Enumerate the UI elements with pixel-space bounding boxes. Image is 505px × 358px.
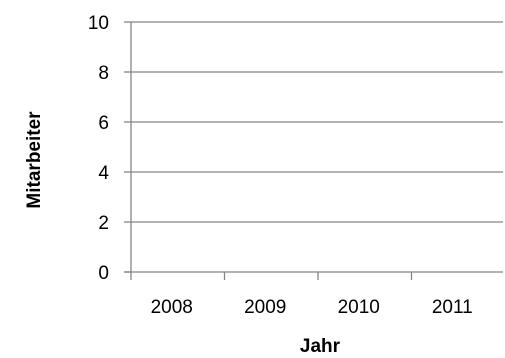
y-tick-label: 8 bbox=[98, 63, 109, 84]
x-axis-ticks: 2008 2009 2010 2011 bbox=[130, 272, 473, 318]
gridlines bbox=[131, 21, 503, 223]
y-tick-label: 10 bbox=[88, 13, 109, 34]
x-axis-title: Jahr bbox=[300, 336, 341, 357]
x-tick-label: 2009 bbox=[244, 297, 286, 318]
x-tick-label: 2010 bbox=[338, 297, 380, 318]
x-tick-label: 2008 bbox=[151, 297, 193, 318]
y-axis-title: Mitarbeiter bbox=[24, 111, 45, 209]
y-axis-ticks: 0 2 4 6 8 10 bbox=[88, 13, 131, 284]
y-tick-label: 0 bbox=[98, 263, 109, 284]
y-tick-label: 2 bbox=[98, 213, 109, 234]
y-tick-label: 6 bbox=[98, 113, 109, 134]
y-tick-label: 4 bbox=[98, 163, 109, 184]
x-tick-label: 2011 bbox=[432, 297, 473, 318]
